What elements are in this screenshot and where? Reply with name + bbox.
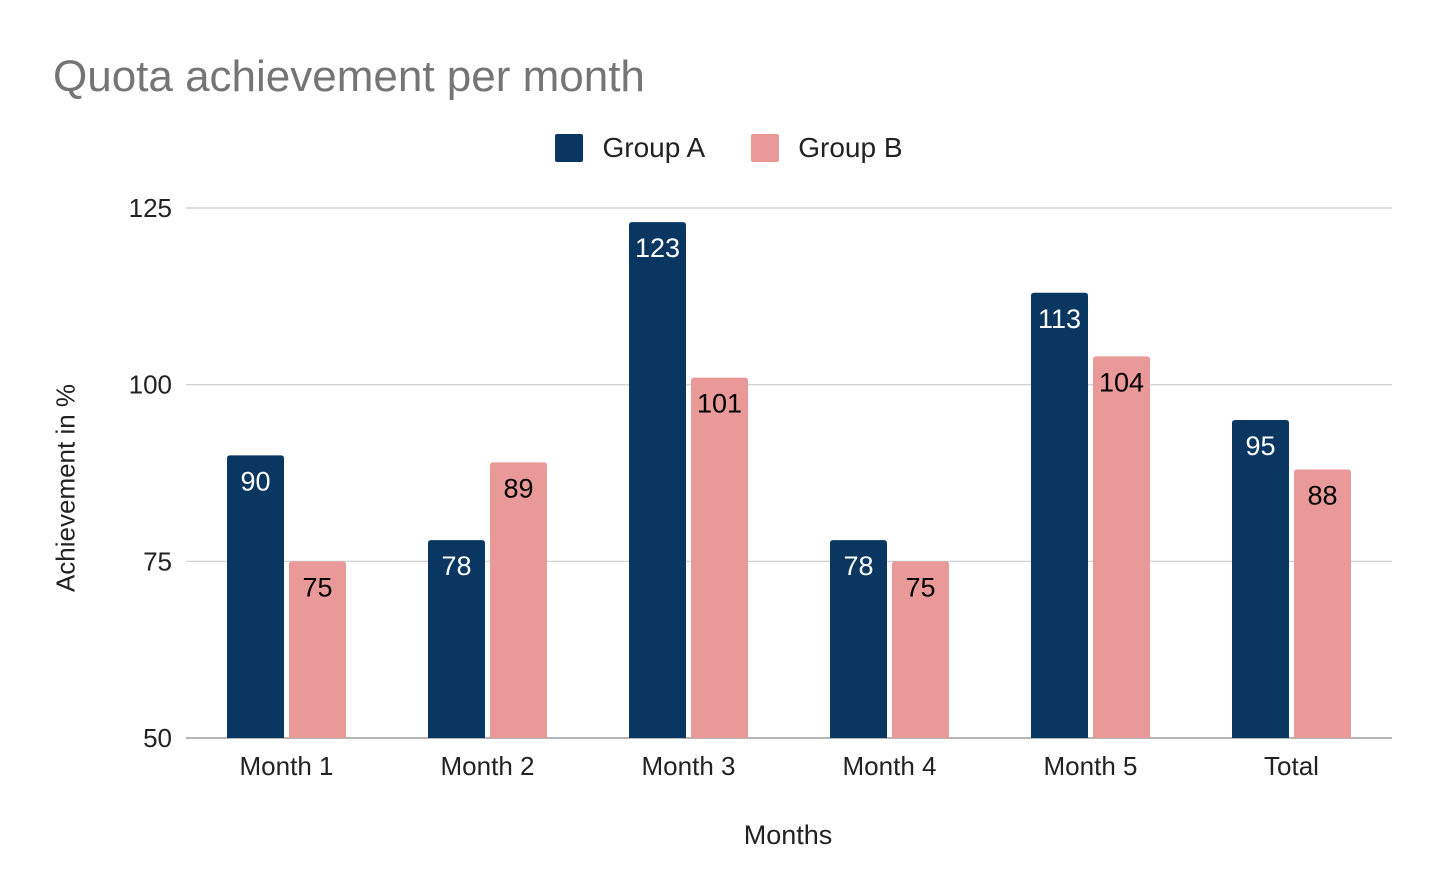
- data-label: 89: [503, 473, 533, 503]
- data-label: 113: [1038, 304, 1081, 334]
- bar-group-a-month-4[interactable]: [830, 540, 887, 738]
- data-labels: 90 75 78 89 123 101 78 75 113 104 95 88: [240, 233, 1337, 602]
- legend-swatch-group-b: [751, 134, 780, 162]
- y-tick-label: 75: [143, 546, 172, 576]
- y-tick-label: 100: [129, 370, 172, 400]
- data-label: 90: [240, 466, 270, 496]
- bar-group-a-month-2[interactable]: [428, 540, 485, 738]
- x-tick-label: Month 2: [441, 751, 535, 781]
- bar-group-b-month-5[interactable]: [1093, 356, 1150, 738]
- bar-group-b-total[interactable]: [1294, 469, 1351, 738]
- data-label: 123: [635, 233, 680, 263]
- bar-group-a-month-1[interactable]: [227, 455, 284, 738]
- legend-item-group-b[interactable]: Group B: [751, 130, 903, 166]
- data-label: 75: [905, 572, 935, 602]
- chart-title: Quota achievement per month: [53, 52, 645, 101]
- bar-group-b-month-1[interactable]: [289, 561, 346, 738]
- data-label: 75: [302, 572, 332, 602]
- bar-group-a-month-3[interactable]: [629, 222, 686, 739]
- bar-group-b-month-3[interactable]: [691, 377, 748, 738]
- bar-group-a-month-5[interactable]: [1031, 292, 1088, 738]
- bar-group-b-month-4[interactable]: [892, 561, 949, 738]
- x-tick-labels: Month 1 Month 2 Month 3 Month 4 Month 5 Total: [240, 751, 1319, 781]
- data-label: 78: [441, 551, 471, 581]
- legend: Group A Group B: [0, 130, 1456, 166]
- y-tick-labels: 50 75 100 125: [129, 193, 172, 753]
- x-tick-label: Month 1: [240, 751, 334, 781]
- bars: [227, 222, 1351, 739]
- gridlines: [186, 207, 1392, 739]
- data-label: 95: [1245, 431, 1275, 461]
- data-label: 101: [697, 389, 742, 419]
- x-tick-label: Total: [1264, 751, 1319, 781]
- x-tick-label: Month 4: [843, 751, 937, 781]
- legend-label-group-a: Group A: [602, 132, 706, 163]
- y-tick-label: 125: [129, 193, 172, 223]
- x-tick-label: Month 5: [1044, 751, 1138, 781]
- data-label: 88: [1307, 480, 1337, 510]
- data-label: 104: [1099, 367, 1144, 397]
- y-tick-label: 50: [143, 723, 172, 753]
- x-axis-title: Months: [743, 820, 833, 850]
- legend-swatch-group-a: [555, 134, 584, 162]
- legend-label-group-b: Group B: [798, 132, 903, 163]
- bar-group-b-month-2[interactable]: [490, 462, 547, 738]
- bar-group-a-total[interactable]: [1232, 420, 1289, 738]
- data-label: 78: [843, 551, 873, 581]
- legend-item-group-a[interactable]: Group A: [555, 130, 705, 166]
- x-tick-label: Month 3: [642, 751, 736, 781]
